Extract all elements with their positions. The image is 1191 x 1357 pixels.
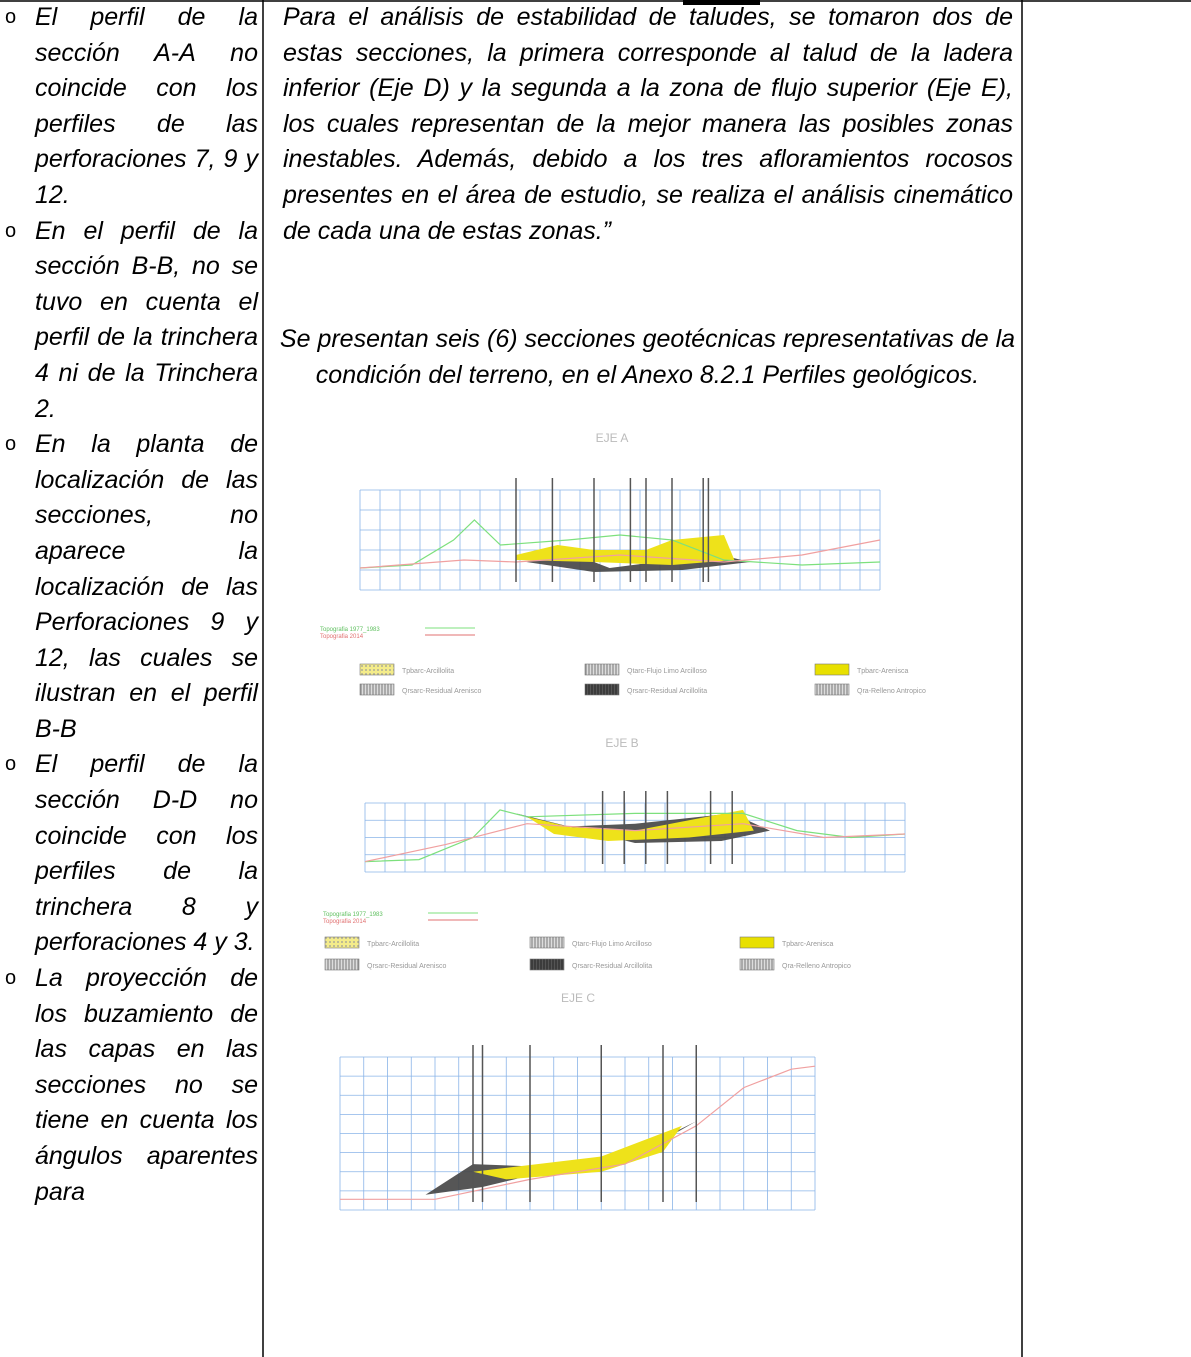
legend-swatch	[529, 936, 565, 949]
layer	[527, 809, 754, 841]
legend-swatch	[584, 663, 620, 676]
legend-label: Tpbarc-Arenisca	[857, 668, 908, 675]
figure-title: EJE C	[561, 991, 595, 1005]
item-text: En el perfil de la sección B-B, no se tu…	[35, 216, 258, 423]
legend-label: Topografia 2014	[320, 634, 364, 640]
list-item: o El perfil de la sección A-A no coincide…	[0, 0, 258, 214]
caption: Se presentan seis (6) secciones geotécni…	[279, 325, 1016, 389]
legend-label: Qtarc-Flujo Limo Arcilloso	[627, 668, 707, 675]
list-item: o En la planta de localización de las sec…	[0, 427, 258, 747]
layer	[473, 1125, 682, 1180]
bullet: o	[5, 219, 17, 242]
legend-label: Qtarc-Flujo Limo Arcilloso	[572, 941, 652, 948]
bullet: o	[5, 967, 17, 990]
item-text: El perfil de la sección D-D no coincide …	[35, 750, 258, 957]
item-text: El perfil de la sección A-A no coincide …	[35, 3, 258, 209]
legend-swatch	[359, 683, 395, 696]
terrain-line	[359, 539, 881, 569]
item-text: En la planta de localización de las secc…	[35, 430, 258, 743]
legend-label: Qrsarc-Residual Arcillolita	[627, 688, 707, 695]
legend-swatch	[359, 663, 395, 676]
legend-label: Tpbarc-Arenisca	[782, 941, 833, 948]
bullet: o	[5, 6, 17, 28]
legend-label: Qrsarc-Residual Arenisco	[367, 963, 446, 970]
legend-swatch	[324, 936, 360, 949]
legend-swatch	[814, 663, 850, 676]
figure-title: EJE B	[605, 736, 638, 750]
legend-swatch	[814, 683, 850, 696]
legend-swatch	[739, 936, 775, 949]
bullet: o	[5, 753, 17, 776]
legend-label: Topografia 1977_1983	[323, 912, 383, 918]
legend-swatch	[584, 683, 620, 696]
legend-label: Qra-Relleno Antropico	[857, 688, 926, 695]
legend-label: Tpbarc-Arcillolita	[402, 668, 454, 675]
legend-label: Qrsarc-Residual Arenisco	[402, 688, 481, 695]
left-column: o El perfil de la sección A-A no coincide…	[0, 0, 258, 1210]
layer	[425, 1121, 697, 1195]
legend-label: Qra-Relleno Antropico	[782, 963, 851, 970]
legend-label: Qrsarc-Residual Arcillolita	[572, 963, 652, 970]
terrain-line	[364, 823, 906, 863]
list-item: o La proyección de los buzamiento de las …	[0, 961, 258, 1210]
legend-swatch	[324, 958, 360, 971]
figure-title: EJE A	[596, 431, 629, 445]
legend-label: Topografia 1977_1983	[320, 627, 380, 633]
list-item: o El perfil de la sección D-D no coincide…	[0, 747, 258, 961]
paragraph: Para el análisis de estabilidad de talud…	[283, 3, 1013, 245]
header-mark	[683, 0, 760, 5]
item-text: La proyección de los buzamiento de las c…	[35, 964, 258, 1206]
bullet: o	[5, 433, 17, 456]
terrain-line	[340, 1065, 816, 1200]
legend-label: Topografia 2014	[323, 919, 367, 925]
legend-swatch	[739, 958, 775, 971]
legend-swatch	[529, 958, 565, 971]
terrain-line	[359, 519, 881, 569]
terrain-line	[364, 809, 906, 863]
legend-label: Tpbarc-Arcillolita	[367, 941, 419, 948]
list-item: o En el perfil de la sección B-B, no se t…	[0, 214, 258, 428]
